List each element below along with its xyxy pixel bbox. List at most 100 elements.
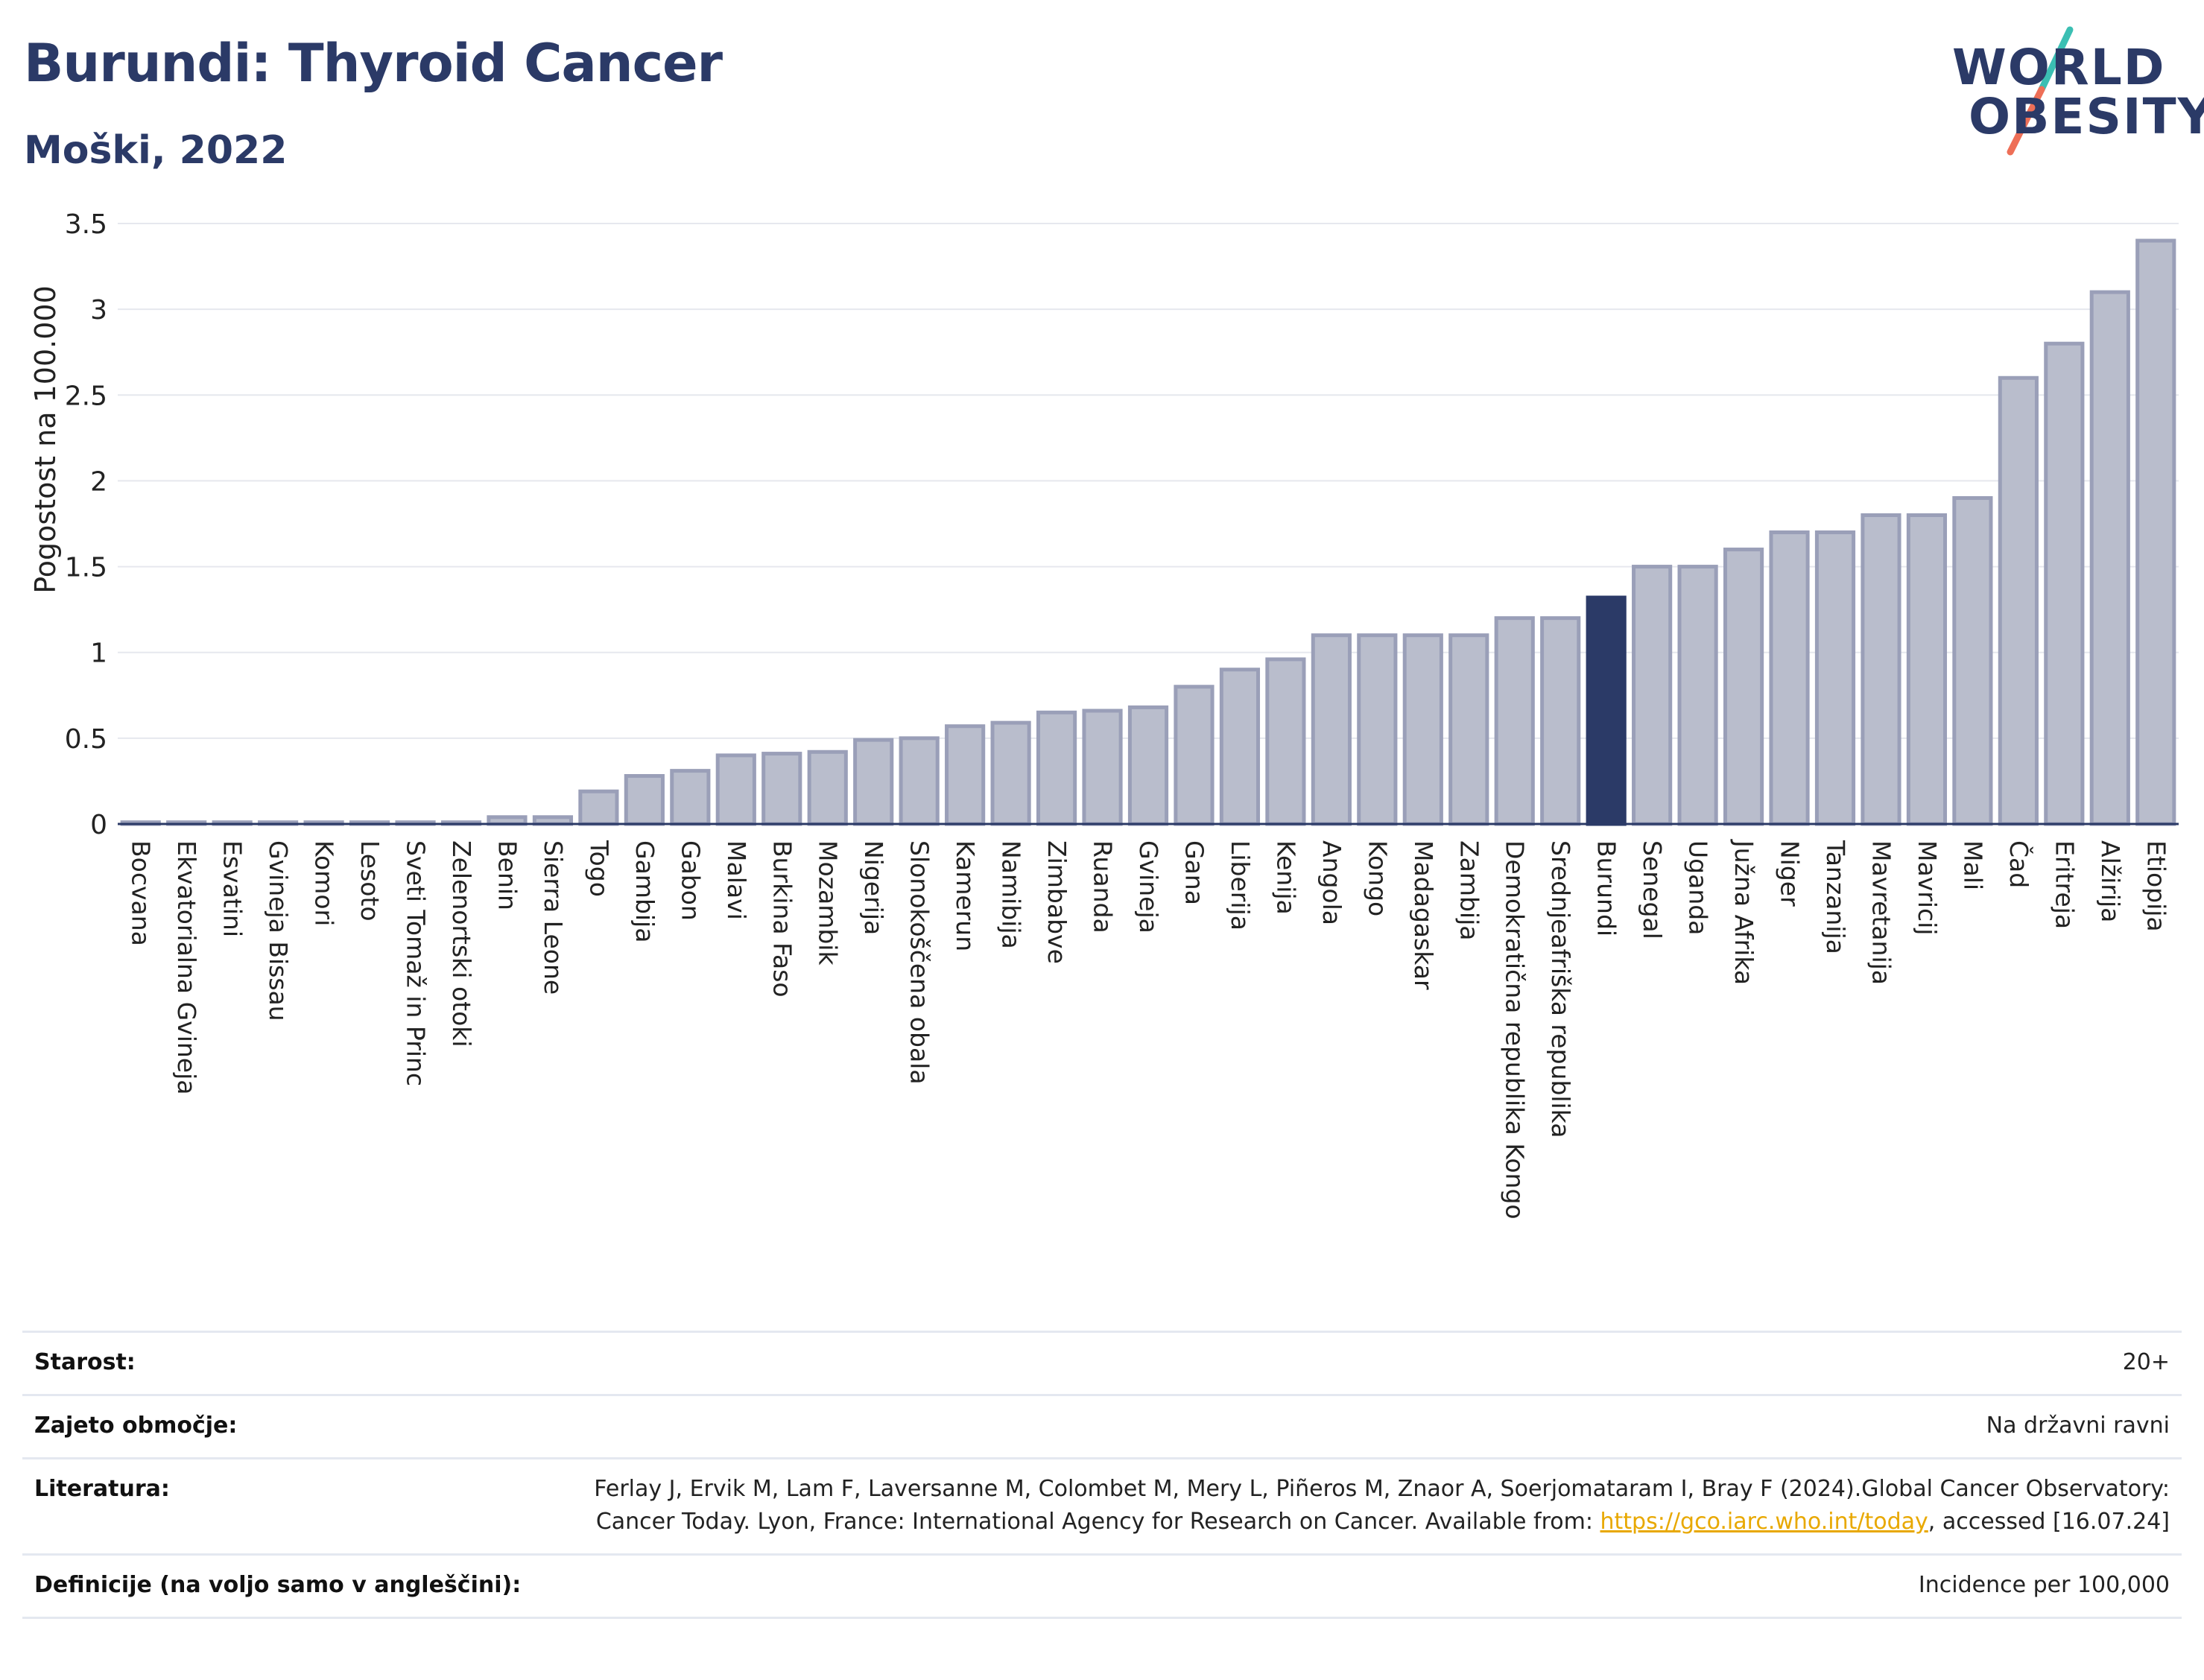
logo-word-obesity: OBESITY [1969, 88, 2204, 145]
x-tick-label: Komori [310, 840, 339, 926]
x-tick-label: Angola [1317, 840, 1346, 925]
info-row-literature: Literatura: Ferlay J, Ervik M, Lam F, La… [22, 1457, 2182, 1553]
x-tick-label: Zimbabve [1042, 840, 1071, 964]
x-tick-label: Uganda [1684, 840, 1713, 935]
literature-text: Ferlay J, Ervik M, Lam F, Laversanne M, … [594, 1476, 2170, 1535]
bar [807, 749, 848, 826]
x-tick-label: Burundi [1592, 840, 1621, 936]
literature-suffix: , accessed [16.07.24] [1928, 1509, 2170, 1535]
y-tick-label: 2 [90, 466, 107, 497]
bar [2089, 290, 2130, 826]
bar [990, 720, 1031, 826]
x-tick-label: Gabon [676, 840, 705, 921]
x-tick-label: Namibija [997, 840, 1026, 949]
bar [853, 738, 894, 826]
tick-labels: 0 0.5 1 1.5 2 2.5 3 3.5 Bocvana Ekvatorialna Gvin… [65, 209, 2171, 1220]
x-tick-label: Kongo [1363, 840, 1392, 916]
x-tick-label: Lesoto [355, 840, 384, 922]
bar [1906, 513, 1948, 826]
logo-slash-icon [2007, 26, 2074, 156]
bar [624, 774, 665, 826]
x-tick-label: Zambija [1454, 840, 1483, 940]
bar [670, 769, 711, 826]
bar [945, 724, 986, 826]
bar [578, 789, 619, 826]
bar [1174, 685, 1215, 826]
bars [120, 238, 2176, 826]
logo-word-world: WORLD [1952, 39, 2166, 96]
y-tick-label: 0 [90, 810, 107, 840]
x-tick-label: Benin [493, 840, 522, 910]
age-value: 20+ [2122, 1349, 2170, 1375]
x-tick-label: Mali [1958, 840, 1987, 890]
y-tick-label: 2.5 [65, 381, 107, 411]
bar [715, 753, 756, 826]
info-table: Starost: 20+ Zajeto območje: Na državni … [22, 1331, 2182, 1619]
info-row-age: Starost: 20+ [22, 1331, 2182, 1394]
x-tick-label: Ruanda [1089, 840, 1118, 933]
y-tick-label: 3.5 [65, 209, 107, 240]
definitions-label: Definicije (na voljo samo v angleščini): [34, 1572, 522, 1598]
world-obesity-logo: WORLD OBESITY [1937, 21, 2204, 162]
bar-chart: 0 0.5 1 1.5 2 2.5 3 3.5 Bocvana Ekvatorialna Gvin… [29, 209, 2179, 1220]
x-tick-label: Burkina Faso [767, 840, 797, 998]
coverage-value: Na državni ravni [1986, 1413, 2170, 1439]
x-tick-label: Gana [1179, 840, 1209, 905]
chart-subtitle: Moški, 2022 [24, 128, 288, 173]
info-row-coverage: Zajeto območje: Na državni ravni [22, 1394, 2182, 1457]
bar [1677, 565, 1718, 826]
literature-link[interactable]: https://gco.iarc.who.int/today [1600, 1509, 1928, 1535]
x-tick-label: Togo [584, 840, 613, 897]
bar [1036, 710, 1077, 826]
x-tick-label: Srednjeafriška republika [1546, 840, 1575, 1138]
x-tick-label: Senegal [1638, 840, 1667, 939]
x-tick-label: Malavi [722, 840, 751, 920]
x-tick-label: Esvatini [218, 840, 247, 937]
x-tick-label: Mavretanija [1866, 840, 1896, 985]
bar [1494, 616, 1535, 826]
x-tick-label: Niger [1776, 840, 1805, 907]
x-tick-label: Gvineja [1134, 840, 1163, 933]
definitions-value: Incidence per 100,000 [1918, 1572, 2170, 1598]
literature-label: Literatura: [34, 1476, 170, 1502]
y-tick-label: 3 [90, 295, 107, 326]
x-tick-label: Sierra Leone [539, 840, 568, 995]
literature-value: Ferlay J, Ervik M, Lam F, Laversanne M, … [575, 1473, 2170, 1538]
bar [1632, 565, 1673, 826]
bar [1127, 705, 1169, 826]
x-tick-label: Sveti Tomaž in Princ [402, 840, 431, 1086]
x-tick-label: Kamerun [951, 840, 980, 951]
bar [899, 736, 940, 826]
x-tick-label: Mozambik [814, 840, 843, 966]
bar [761, 752, 802, 826]
bar [1448, 633, 1489, 826]
bar [1998, 375, 2039, 826]
y-tick-label: 1 [90, 638, 107, 669]
x-tick-label: Gambija [630, 840, 659, 942]
x-tick-label: Kenija [1271, 840, 1300, 915]
x-tick-label: Nigerija [859, 840, 888, 935]
x-tick-label: Alžirija [2096, 840, 2125, 922]
bar [1357, 633, 1398, 826]
x-tick-label: Etiopija [2141, 840, 2170, 932]
x-tick-label: Mavricij [1913, 840, 1942, 935]
bar [1723, 548, 1764, 826]
bar [1219, 668, 1261, 826]
bar [1311, 633, 1352, 826]
bar [1861, 513, 1901, 826]
y-tick-label: 0.5 [65, 724, 107, 755]
x-tick-label: Eritreja [2050, 840, 2079, 929]
x-tick-label: Gvineja Bissau [264, 840, 293, 1021]
x-tick-label: Bocvana [127, 840, 156, 946]
bar [1769, 530, 1810, 826]
coverage-label: Zajeto območje: [34, 1413, 238, 1439]
bar [1540, 616, 1581, 826]
bar [1265, 657, 1306, 826]
x-tick-label: Južna Afrika [1729, 839, 1758, 985]
x-tick-label: Čad [2004, 840, 2034, 888]
bar [1402, 633, 1443, 826]
x-tick-label: Slonokoščena obala [905, 840, 934, 1085]
chart-title: Burundi: Thyroid Cancer [24, 33, 723, 94]
x-tick-label: Demokratična republika Kongo [1501, 840, 1530, 1220]
x-tick-label: Tanzanija [1821, 840, 1850, 954]
